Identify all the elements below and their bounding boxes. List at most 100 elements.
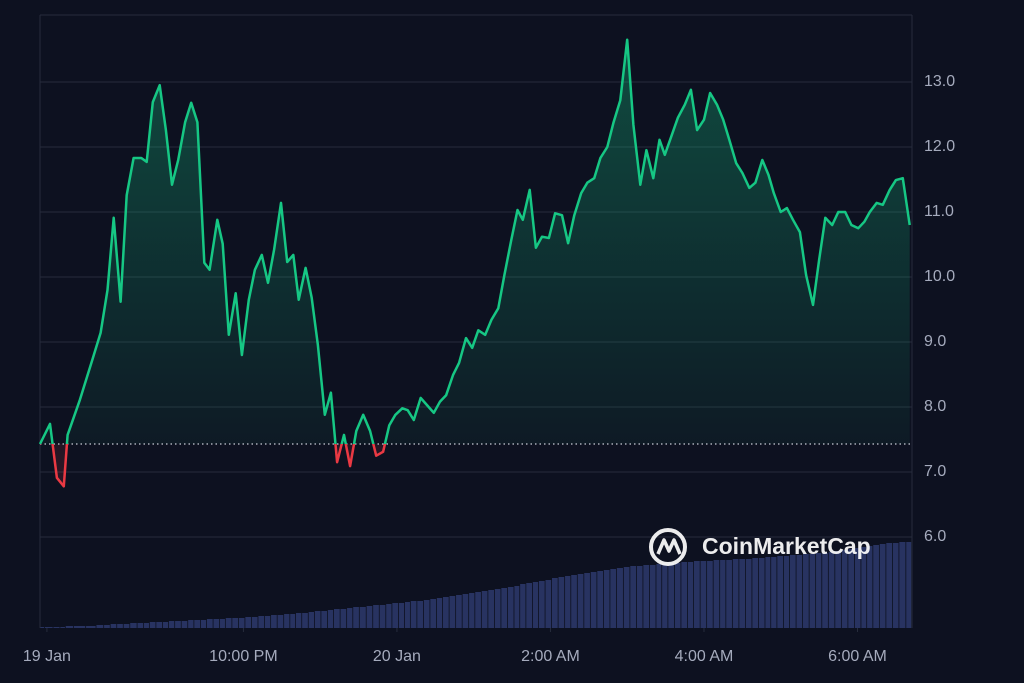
volume-bar: [816, 553, 822, 628]
volume-bar: [828, 552, 835, 628]
volume-bar: [366, 606, 373, 628]
volume-bar: [822, 553, 828, 628]
volume-bar: [181, 621, 188, 628]
volume-bar: [796, 555, 803, 628]
volume-bar: [551, 578, 558, 628]
volume-bar: [571, 575, 577, 628]
volume-bar: [53, 627, 60, 628]
volume-bar: [340, 609, 347, 628]
volume-bar: [327, 610, 334, 628]
volume-bar: [892, 543, 899, 628]
volume-bar: [417, 601, 424, 628]
volume-bar: [456, 595, 462, 628]
volume-bar: [347, 608, 353, 628]
volume-bar: [302, 613, 308, 628]
volume-bar: [494, 589, 501, 628]
y-tick-label: 6.0: [924, 528, 946, 545]
volume-bar: [359, 607, 366, 628]
volume-bar: [220, 619, 225, 628]
volume-bar: [251, 617, 258, 628]
volume-bar: [789, 555, 796, 628]
volume-bar: [404, 602, 410, 628]
x-tick-label: 10:00 PM: [209, 648, 277, 665]
volume-bar: [314, 611, 321, 628]
volume-bar: [168, 621, 175, 628]
volume-bar: [130, 623, 137, 628]
volume-bar: [60, 627, 65, 628]
volume-bar: [264, 616, 271, 628]
volume-bar: [662, 564, 668, 628]
volume-bar: [501, 588, 508, 628]
x-tick-label: 20 Jan: [373, 648, 421, 665]
volume-bar: [96, 625, 104, 628]
volume-bar: [835, 551, 841, 628]
x-tick-label: 4:00 AM: [675, 648, 734, 665]
volume-bar: [475, 592, 481, 628]
volume-bar: [726, 560, 732, 628]
volume-bar: [886, 543, 893, 628]
volume-bar: [271, 615, 277, 628]
volume-bar: [636, 566, 643, 628]
area: [40, 39, 910, 487]
volume-bar: [436, 598, 443, 628]
volume-bar: [65, 626, 73, 628]
logo-mark: [656, 538, 682, 555]
volume-bar: [73, 626, 86, 628]
volume-bar: [694, 561, 700, 628]
volume-bar: [290, 614, 296, 628]
volume-bar: [610, 569, 617, 628]
x-tick-label: 6:00 AM: [828, 648, 887, 665]
volume-bar: [469, 593, 475, 628]
volume-bars: [40, 542, 912, 628]
volume-bar: [488, 590, 495, 628]
x-tick-label: 19 Jan: [23, 648, 71, 665]
volume-bar: [649, 565, 656, 628]
x-tick-label: 2:00 AM: [521, 648, 580, 665]
volume-bar: [538, 581, 545, 628]
volume-bar: [765, 557, 771, 628]
volume-bar: [123, 624, 130, 628]
volume-bar: [194, 620, 201, 628]
volume-bar: [110, 624, 117, 628]
volume-bar: [423, 600, 430, 628]
volume-bar: [532, 582, 539, 628]
volume-bar: [656, 564, 662, 628]
volume-bar: [514, 586, 520, 628]
volume-bar: [481, 591, 488, 628]
volume-bar: [137, 623, 144, 628]
volume-bar: [713, 560, 720, 628]
volume-bar: [752, 558, 759, 628]
volume-bar: [545, 580, 552, 628]
volume-bar: [674, 563, 681, 628]
volume-bar: [616, 568, 623, 628]
volume-bar: [507, 587, 514, 628]
volume-bar: [854, 548, 861, 628]
y-tick-label: 13.0: [924, 73, 955, 90]
volume-bar: [707, 561, 713, 628]
volume-bar: [803, 554, 809, 628]
volume-bar: [841, 550, 848, 628]
volume-bar: [213, 619, 220, 628]
volume-bar: [188, 620, 194, 628]
volume-bar: [899, 542, 906, 628]
volume-bar: [720, 560, 726, 628]
volume-bar: [232, 618, 239, 628]
y-tick-label: 7.0: [924, 463, 946, 480]
volume-bar: [449, 596, 456, 628]
logo: [649, 528, 687, 566]
y-tick-label: 10.0: [924, 268, 955, 285]
volume-bar: [277, 615, 284, 628]
y-tick-label: 12.0: [924, 138, 955, 155]
volume-bar: [520, 584, 526, 628]
volume-bar: [44, 627, 53, 628]
volume-bar: [732, 559, 739, 628]
volume-bar: [308, 612, 315, 628]
volume-bar: [867, 546, 873, 628]
volume-bar: [175, 621, 181, 628]
volume-bar: [584, 573, 590, 628]
volume-bar: [386, 604, 392, 628]
volume-bar: [379, 605, 386, 628]
volume-bar: [430, 599, 437, 628]
volume-bar: [771, 557, 777, 628]
